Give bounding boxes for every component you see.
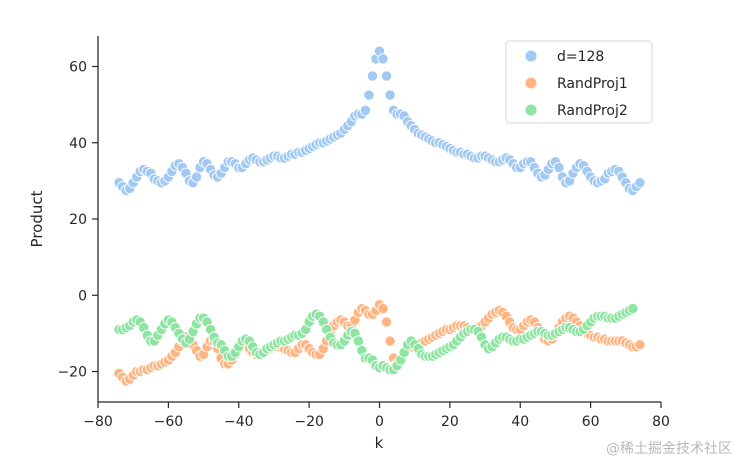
y-tick-label: 40 xyxy=(69,136,87,152)
y-tick-label: 0 xyxy=(78,288,87,304)
data-point xyxy=(384,335,396,347)
legend-marker xyxy=(524,103,538,117)
x-tick-label: 60 xyxy=(582,414,600,430)
y-tick-label: 60 xyxy=(69,60,87,76)
x-tick-label: 80 xyxy=(652,414,670,430)
legend-marker xyxy=(524,76,538,90)
legend-label: d=128 xyxy=(557,49,604,65)
data-point xyxy=(380,316,393,328)
x-tick-label: −20 xyxy=(294,414,324,430)
x-tick-label: 40 xyxy=(511,414,529,430)
data-point xyxy=(359,104,372,116)
y-tick-label: −20 xyxy=(57,365,87,381)
data-point xyxy=(190,171,203,183)
data-point xyxy=(634,339,646,351)
watermark-text: @稀土掘金技术社区 xyxy=(606,441,732,457)
data-point xyxy=(377,53,389,65)
legend-marker xyxy=(524,49,538,63)
series-d=128 xyxy=(113,45,646,197)
ticks: −80 −60 −40 −20 0 20 40 60 80 −20 0 20 40 60 xyxy=(57,60,669,431)
data-point xyxy=(634,177,646,189)
data-point xyxy=(366,70,379,82)
data-point xyxy=(553,161,565,174)
points-layer xyxy=(113,45,646,387)
data-point xyxy=(377,302,389,315)
data-point xyxy=(627,302,639,315)
data-point xyxy=(384,89,396,101)
legend-label: RandProj1 xyxy=(557,76,628,92)
data-point xyxy=(352,335,365,347)
series-RandProj2 xyxy=(113,302,639,376)
legend: d=128 RandProj1 RandProj2 xyxy=(505,40,653,124)
data-point xyxy=(363,89,375,101)
data-point xyxy=(380,70,393,82)
x-axis-label: k xyxy=(375,434,384,452)
y-axis-label: Product xyxy=(28,190,46,247)
legend-label: RandProj2 xyxy=(557,103,628,119)
y-tick-label: 20 xyxy=(69,212,87,228)
x-tick-label: −60 xyxy=(154,414,184,430)
x-tick-label: 0 xyxy=(375,414,384,430)
legend-frame xyxy=(505,40,653,124)
x-tick-label: 20 xyxy=(441,414,459,430)
x-tick-label: −40 xyxy=(224,414,254,430)
x-tick-label: −80 xyxy=(83,414,113,430)
